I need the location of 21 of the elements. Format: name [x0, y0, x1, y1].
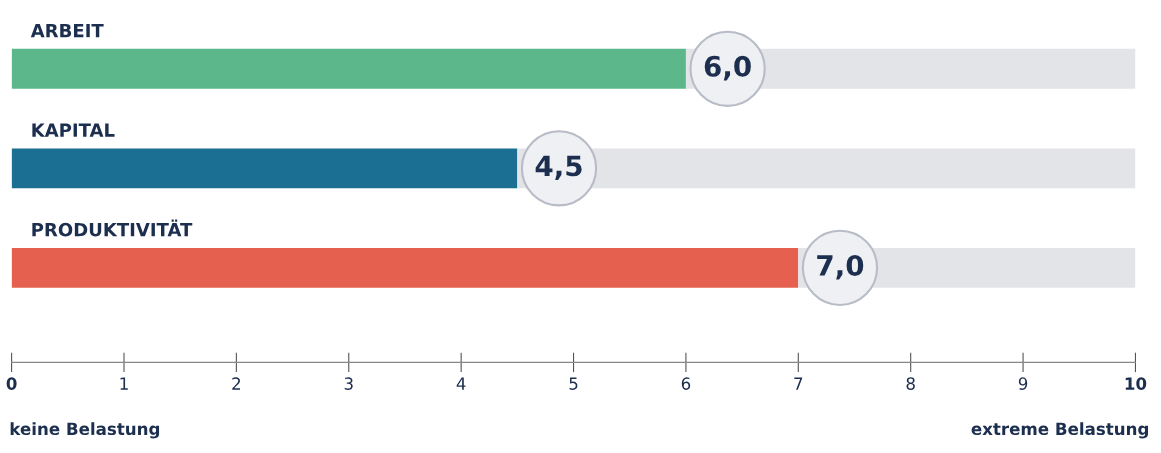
text: keine Belastung — [10, 422, 160, 439]
x-tick-label: 6 — [681, 377, 691, 390]
y-tick-label: PRODUKTIVITÄT — [32, 219, 193, 237]
x-tick-label: 0 — [6, 377, 17, 390]
text: extreme Belastung — [971, 422, 1148, 439]
x-tick-label: 1 — [120, 377, 128, 390]
data-label: 4,5 — [535, 155, 582, 180]
x-tick-label: 3 — [344, 377, 353, 390]
data-label: 6,0 — [704, 55, 751, 81]
x-tick-label: 2 — [232, 377, 241, 390]
y-tick-label: ARBEIT — [30, 23, 104, 38]
bar — [11, 148, 518, 189]
x-tick-label: 5 — [569, 377, 578, 390]
y-tick-label: KAPITAL — [32, 123, 115, 137]
x-tick-label: 8 — [906, 377, 915, 390]
bar — [11, 48, 686, 89]
x-tick-label: 10 — [1125, 377, 1147, 390]
x-tick-label: 9 — [1018, 377, 1028, 390]
x-tick-label: 4 — [456, 377, 466, 390]
data-label: 7,0 — [817, 254, 864, 280]
x-tick-label: 7 — [794, 377, 803, 390]
